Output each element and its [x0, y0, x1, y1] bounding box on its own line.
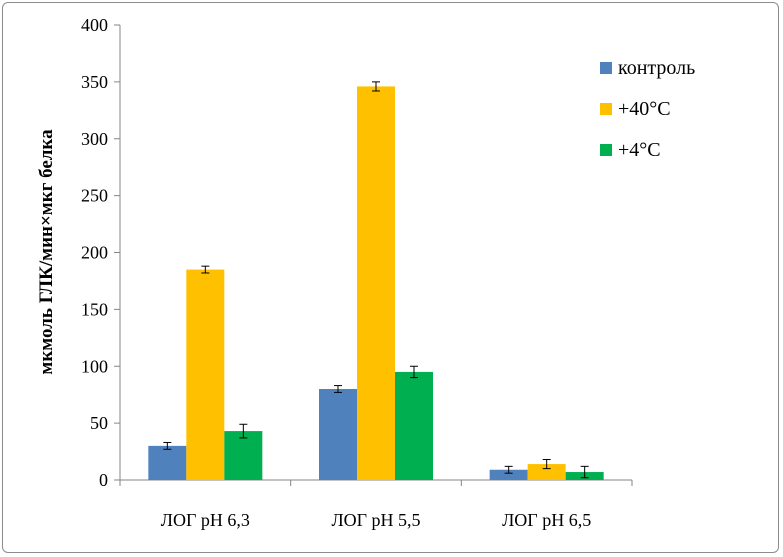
y-tick-label: 350	[81, 72, 108, 92]
y-tick-label: 50	[90, 413, 108, 433]
legend-label: +4°С	[618, 139, 661, 161]
y-tick-label: 300	[81, 129, 108, 149]
legend: контроль +40°С +4°С	[600, 57, 695, 161]
bars	[148, 86, 604, 481]
legend-swatch	[600, 144, 612, 156]
y-tick-label: 150	[81, 299, 108, 319]
y-tick-label: 200	[81, 243, 108, 263]
y-tick-label: 100	[81, 356, 108, 376]
x-category-label: ЛОГ pH 5,5	[331, 510, 420, 530]
legend-swatch	[600, 103, 612, 115]
bar	[148, 445, 187, 480]
bar	[357, 86, 395, 481]
bar	[224, 431, 263, 480]
bar	[395, 371, 433, 480]
y-tick-label: 250	[81, 186, 108, 206]
x-category-label: ЛОГ pH 6,3	[161, 510, 250, 530]
error-bars	[163, 81, 589, 479]
legend-label: +40°С	[618, 98, 671, 120]
x-axis: ЛОГ pH 6,3 ЛОГ pH 5,5 ЛОГ pH 6,5	[119, 479, 633, 530]
bar	[319, 389, 357, 480]
bar	[527, 464, 566, 480]
y-axis: 0 50 100 150 200 250 300 350 400	[81, 15, 121, 490]
y-axis-label: мкмоль ГЛК/мин×мкг белка	[36, 129, 57, 375]
legend-label: контроль	[618, 57, 695, 79]
y-tick-label: 400	[81, 15, 108, 35]
x-category-label: ЛОГ pH 6,5	[502, 510, 591, 530]
y-tick-label: 0	[99, 470, 108, 490]
legend-swatch	[600, 62, 612, 74]
bar	[489, 469, 528, 480]
bar	[186, 269, 225, 480]
